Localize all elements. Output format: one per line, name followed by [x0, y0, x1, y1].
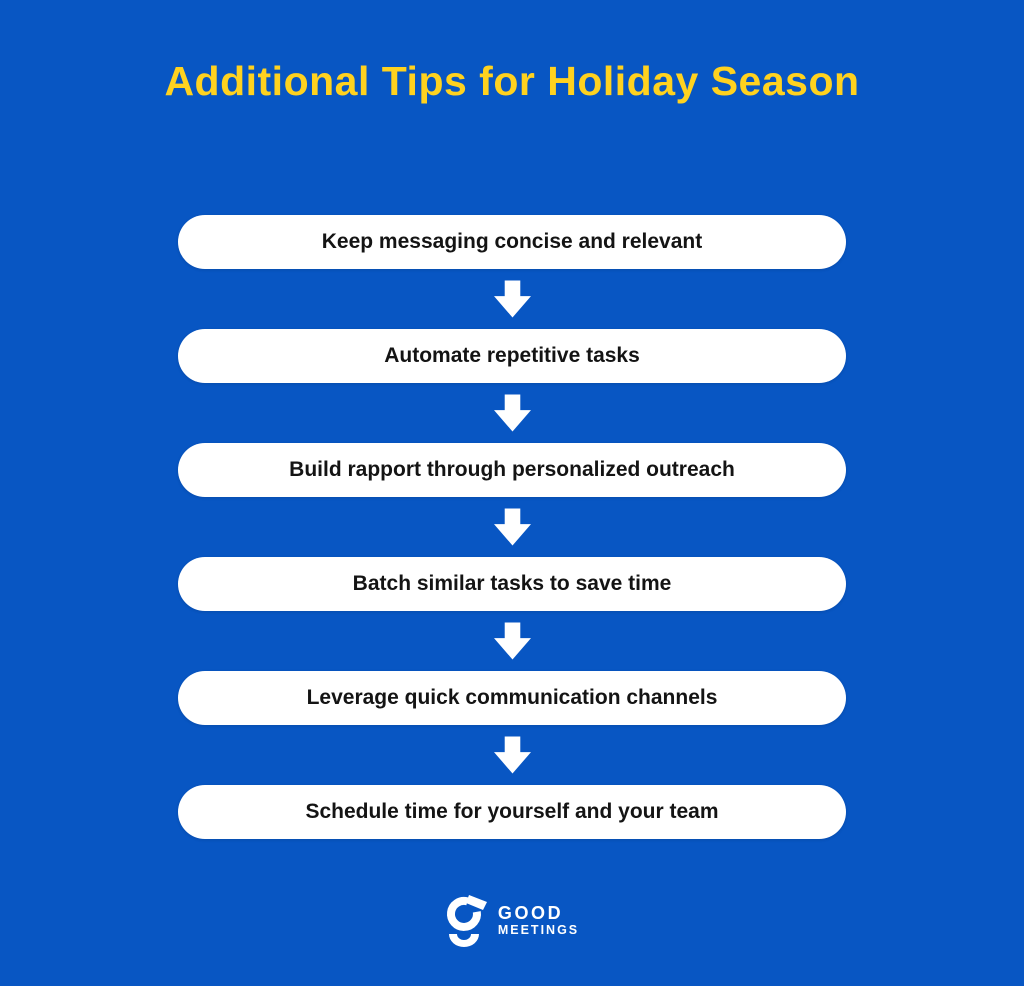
goodmeetings-g-icon — [445, 893, 489, 947]
down-arrow-icon — [178, 611, 846, 671]
flow-step-1: Keep messaging concise and relevant — [178, 215, 846, 269]
brand-name-good: GOOD — [497, 902, 564, 923]
flow-step-2: Automate repetitive tasks — [178, 329, 846, 383]
brand-logo: GOOD MEETINGS — [0, 893, 1024, 947]
down-arrow-icon — [178, 383, 846, 443]
tips-flow: Keep messaging concise and relevant Auto… — [178, 215, 846, 839]
brand-name: GOOD MEETINGS — [497, 902, 580, 937]
down-arrow-icon — [178, 497, 846, 557]
down-arrow-icon — [178, 269, 846, 329]
flow-step-3: Build rapport through personalized outre… — [178, 443, 846, 497]
page-title: Additional Tips for Holiday Season — [164, 58, 860, 104]
flow-step-4: Batch similar tasks to save time — [178, 557, 846, 611]
flow-step-5: Leverage quick communication channels — [178, 671, 846, 725]
down-arrow-icon — [178, 725, 846, 785]
flow-step-6: Schedule time for yourself and your team — [178, 785, 846, 839]
brand-name-meetings: MEETINGS — [497, 922, 580, 937]
